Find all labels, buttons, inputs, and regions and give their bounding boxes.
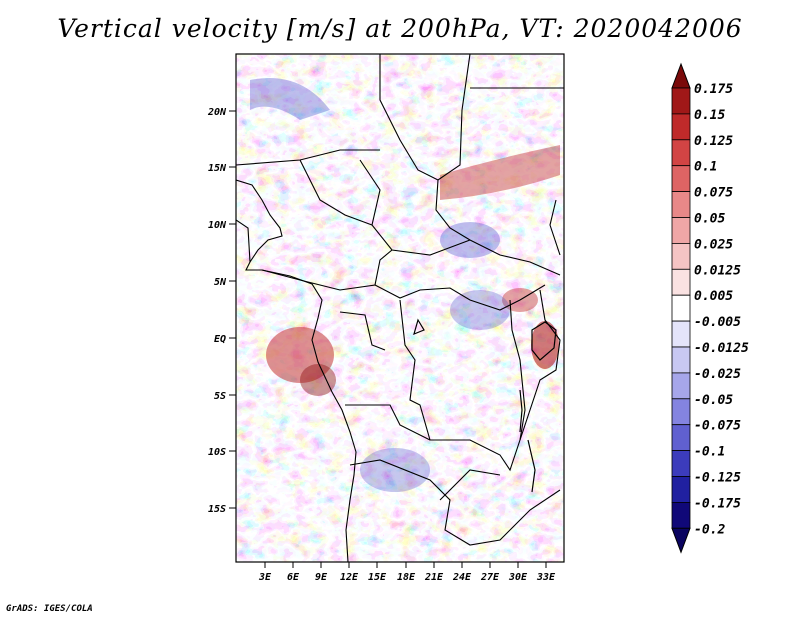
country-borders [236, 54, 564, 562]
lat-label: 20N [207, 107, 227, 118]
colorbar-cap-top [671, 62, 691, 89]
colorbar-cell [671, 294, 691, 322]
lon-label: 3E [258, 572, 272, 583]
colorbar-cell [671, 217, 691, 244]
lon-label: 15E [368, 572, 387, 583]
colorbar-label: 0.025 [694, 237, 733, 252]
colorbar-label: -0.005 [694, 315, 741, 330]
chart-title: Vertical velocity [m/s] at 200hPa, VT: 2… [57, 14, 743, 43]
lon-label: 27E [480, 572, 500, 583]
colorbar-label: -0.025 [694, 367, 741, 382]
colorbar-label: 0.15 [694, 108, 725, 123]
colorbar-label: 0.175 [694, 82, 733, 97]
colorbar-cell [671, 165, 691, 192]
lon-label: 9E [315, 572, 328, 583]
colorbar-label: 0.075 [694, 186, 733, 201]
lat-label: EQ [214, 334, 226, 345]
colorbar-label: -0.075 [694, 419, 741, 434]
colorbar-cell [671, 113, 691, 141]
colorbar-cell [671, 398, 691, 426]
lat-label: 5S [214, 391, 226, 402]
colorbar-label: -0.0125 [694, 341, 749, 356]
colorbar-cell [671, 268, 691, 296]
lon-label: 21E [424, 572, 444, 583]
colorbar-cell [671, 450, 691, 477]
colorbar-label: 0.125 [694, 134, 733, 149]
colorbar-cell [671, 242, 691, 270]
colorbar-label: -0.1 [694, 445, 725, 460]
velocity-field [236, 54, 564, 562]
colorbar-label: 0.005 [694, 289, 733, 304]
lon-label: 18E [397, 572, 416, 583]
colorbar-label: -0.175 [694, 496, 741, 511]
lat-label: 10N [208, 220, 227, 231]
lon-label: 30E [508, 572, 528, 583]
lon-label: 12E [340, 572, 359, 583]
colorbar-cell [671, 87, 691, 115]
colorbar-cap-bottom [671, 527, 691, 554]
lon-label: 6E [287, 572, 300, 583]
colorbar-cell [671, 424, 691, 452]
lon-label: 33E [536, 572, 556, 583]
lon-label: 24E [452, 572, 472, 583]
lat-axis: 20N 15N 10N 5N EQ 5S 10S 15S [207, 107, 236, 515]
colorbar-label: -0.125 [694, 471, 741, 486]
colorbar-cell [671, 476, 691, 503]
colorbar-cell [671, 372, 691, 400]
lat-label: 15S [208, 504, 226, 515]
lat-label: 15N [208, 163, 227, 174]
colorbar-label: 0.1 [694, 160, 717, 175]
lat-label: 5N [214, 277, 227, 288]
footer-credit: GrADS: IGES/COLA [6, 604, 93, 614]
colorbar-label: -0.05 [694, 393, 733, 408]
lat-label: 10S [208, 447, 226, 458]
colorbar-cell [671, 191, 691, 218]
colorbar-label: 0.0125 [694, 263, 741, 278]
colorbar-cell [671, 320, 691, 348]
colorbar-cell [671, 139, 691, 167]
lon-axis: 3E 6E 9E 12E 15E 18E 21E 24E 27E 30E 33E [258, 562, 556, 583]
colorbar: 0.175 0.15 0.125 0.1 0.075 0.05 0.025 0.0125 0.0… [671, 62, 749, 554]
colorbar-label: 0.05 [694, 212, 725, 227]
colorbar-cell [671, 346, 691, 374]
map-frame [235, 53, 565, 563]
lakes [413, 318, 557, 493]
colorbar-cell [671, 501, 691, 529]
colorbar-label: -0.2 [694, 522, 725, 537]
